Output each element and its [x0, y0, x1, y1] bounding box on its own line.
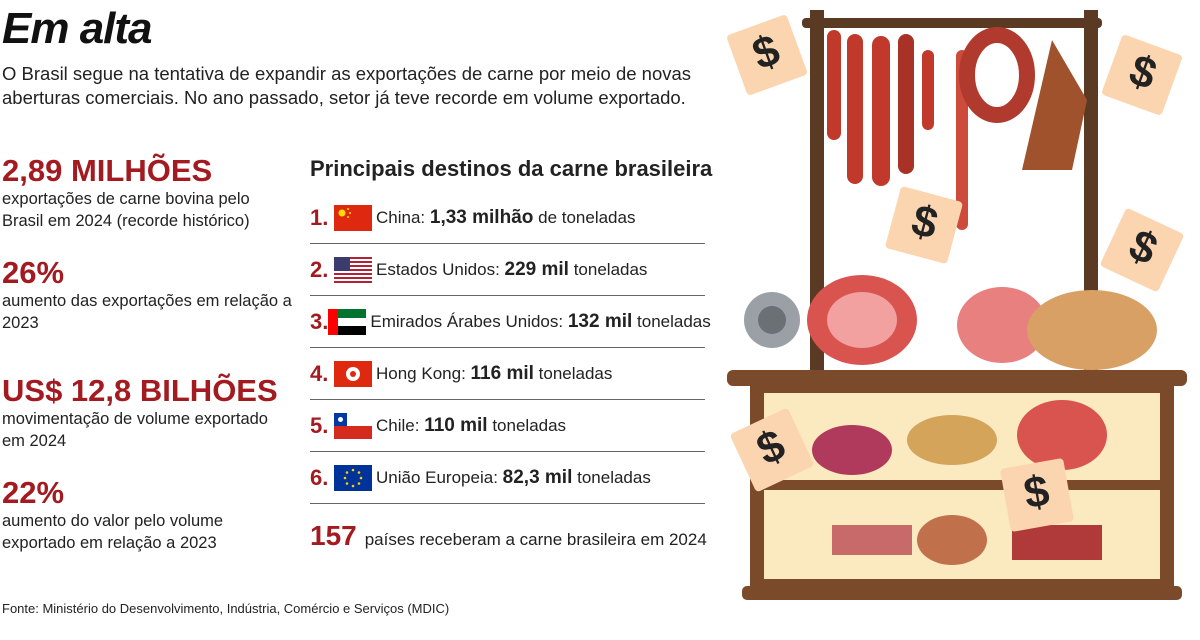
stat-value: US$ 12,8 BILHÕES [2, 373, 278, 408]
amount: 82,3 mil [502, 466, 573, 488]
flag [334, 464, 372, 491]
stat-value: 2,89 MILHÕES [2, 153, 213, 188]
amount: 116 mil [470, 362, 534, 384]
destination-row: 3. Emirados Árabes Unidos: 132 mil tonel… [310, 296, 711, 348]
counter-base [742, 586, 1182, 600]
rank: 1. [310, 204, 329, 230]
subtitle: O Brasil segue na tentativa de expandir … [2, 63, 692, 108]
destinations-title: Principais destinos da carne brasileira [310, 156, 713, 181]
price-tag: $ [1100, 208, 1184, 292]
stat: 22% aumento do valor pelo volume exportad… [2, 476, 292, 554]
unit: toneladas [577, 467, 651, 487]
destination-row: 1. China: 1,33 milhão de toneladas [310, 192, 705, 244]
flag [328, 308, 367, 335]
stat-description: exportações de carne bovina pelo Brasil … [2, 190, 250, 230]
amount: 229 mil [504, 258, 569, 280]
meat-cuts [744, 275, 1157, 565]
stat-description: aumento das exportações em relação a 202… [2, 292, 292, 332]
destination-text: China: 1,33 milhão de toneladas [376, 207, 635, 229]
stat-description: movimentação de volume exportado em 2024 [2, 410, 268, 450]
destination-text: Chile: 110 mil toneladas [376, 415, 566, 437]
stat-description: aumento do valor pelo volume exportado e… [2, 512, 224, 552]
stat: 2,89 MILHÕES exportações de carne bovina … [2, 154, 292, 232]
price-tag: $ [1000, 458, 1074, 532]
stat: 26% aumento das exportações em relação a … [2, 256, 292, 334]
country: Estados Unidos: [376, 259, 500, 279]
stat-value: 26% [2, 255, 65, 290]
unit: toneladas [573, 259, 648, 279]
amount: 1,33 milhão [429, 206, 534, 228]
destination-text: Hong Kong: 116 mil toneladas [376, 363, 612, 385]
destination-text: Estados Unidos: 229 mil toneladas [376, 259, 647, 281]
rank: 4. [310, 360, 329, 386]
country: União Europeia: [376, 467, 498, 487]
flag [334, 256, 372, 283]
stat: US$ 12,8 BILHÕES movimentação de volume e… [2, 374, 292, 452]
amount: 132 mil [567, 310, 633, 332]
destination-row: 6. União Europeia: 82,3 mil toneladas [310, 452, 705, 504]
stall-post [1084, 10, 1098, 380]
total: 157 países receberam a carne brasileira e… [310, 520, 707, 552]
country: China: [376, 207, 426, 227]
price-tag: $ [1102, 35, 1182, 115]
amount: 110 mil [424, 414, 488, 436]
unit: de toneladas [538, 207, 636, 227]
rank: 6. [310, 464, 329, 490]
country: Emirados Árabes Unidos: [370, 311, 564, 331]
price-tag: $ [730, 408, 814, 492]
flag [334, 360, 372, 387]
rank: 2. [310, 256, 329, 282]
flag [334, 204, 372, 231]
price-tag: $ [727, 15, 807, 95]
destination-row: 4. Hong Kong: 116 mil toneladas [310, 348, 705, 400]
price-tag: $ [885, 186, 963, 264]
sausages [827, 27, 1035, 230]
flag [334, 412, 372, 439]
unit: toneladas [538, 363, 613, 383]
meat-stall-illustration: $ $ $ $ $ $ [727, 10, 1187, 600]
rank: 3. [310, 308, 329, 334]
country: Hong Kong: [376, 363, 466, 383]
stall-rod [802, 18, 1102, 28]
destination-text: União Europeia: 82,3 mil toneladas [376, 467, 651, 489]
total-text: países receberam a carne brasileira em 2… [364, 530, 707, 549]
destination-row: 5. Chile: 110 mil toneladas [310, 400, 705, 452]
country: Chile: [376, 415, 420, 435]
destination-row: 2. Estados Unidos: 229 mil toneladas [310, 244, 705, 296]
total-value: 157 [310, 520, 357, 551]
title: Em alta [2, 4, 153, 53]
stall-post [810, 10, 824, 380]
counter-shelf [764, 480, 1160, 490]
unit: toneladas [637, 311, 711, 331]
rank: 5. [310, 412, 329, 438]
unit: toneladas [492, 415, 567, 435]
stat-value: 22% [2, 475, 65, 510]
destination-text: Emirados Árabes Unidos: 132 mil tonelada… [370, 311, 710, 333]
ham [1022, 40, 1087, 170]
source: Fonte: Ministério do Desenvolvimento, In… [2, 601, 450, 616]
